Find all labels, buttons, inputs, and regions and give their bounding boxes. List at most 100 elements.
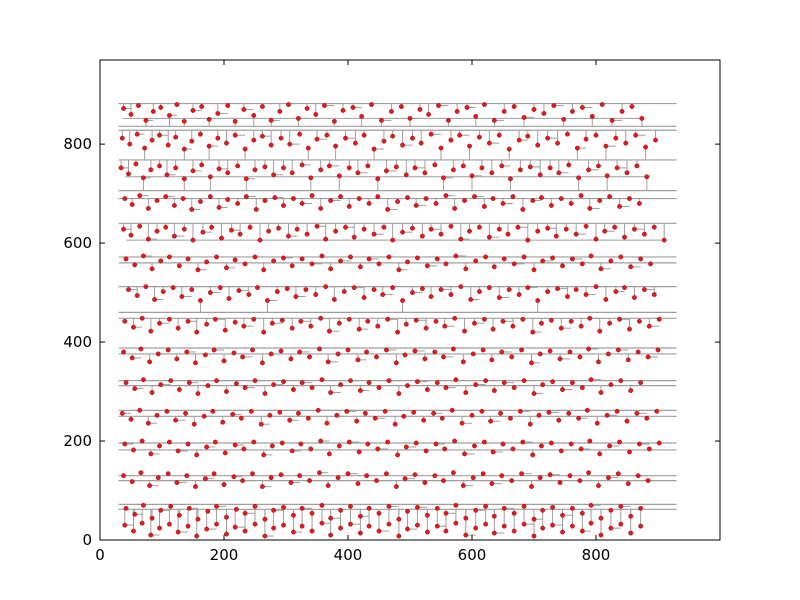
data-point [417,107,423,112]
data-point [501,380,507,386]
data-point [641,231,647,237]
data-point [401,413,407,419]
data-point [340,108,346,113]
data-point [184,473,190,479]
data-point [450,167,456,173]
data-point [527,421,533,427]
data-point [381,138,387,144]
data-point [510,323,516,329]
data-point [396,267,402,273]
data-point [570,505,575,511]
data-point [271,507,276,513]
data-point [222,327,228,333]
data-point [531,391,537,396]
data-point [255,285,260,291]
data-point [165,347,171,353]
data-point [434,505,440,511]
data-point [167,521,172,527]
data-point [617,204,622,209]
data-point [232,257,238,263]
data-point [438,231,444,237]
data-point [243,194,249,199]
data-point [557,480,563,485]
data-point [511,261,517,267]
data-point [375,176,381,182]
data-point [119,410,125,416]
data-point [326,328,332,334]
data-point [509,354,515,360]
data-point [583,292,589,297]
data-point [181,146,187,152]
data-point [139,520,145,526]
data-point [450,346,456,352]
data-point [232,132,238,138]
data-point [516,292,522,297]
data-point [531,267,537,273]
data-point [158,258,164,264]
data-point [137,223,143,229]
data-point [453,377,459,383]
data-point [122,318,128,324]
data-point [140,502,146,508]
y-axis-ticks: 0 200 400 600 800 [63,135,720,549]
data-point [338,194,343,199]
data-point [511,510,517,516]
data-point [346,316,352,322]
data-point [128,112,134,117]
data-point [570,256,575,262]
data-point [365,318,371,324]
data-point [319,253,325,259]
data-point [303,287,309,293]
data-point [304,231,310,237]
data-point [540,382,546,388]
data-point [376,385,382,390]
data-point [386,378,392,384]
data-point [241,107,247,112]
data-point [432,349,438,355]
data-point [453,502,459,508]
data-point [262,391,268,396]
data-point [242,261,248,267]
data-point [291,196,296,201]
data-point [365,163,371,169]
x-tick-label: 200 [210,546,239,564]
data-point [246,292,252,297]
data-point [233,506,239,512]
data-point [338,525,343,531]
data-point [198,298,203,303]
data-point [511,104,517,109]
data-point [140,377,146,383]
data-point [129,479,135,485]
data-point [331,118,337,124]
data-point [193,360,198,366]
data-point [400,229,405,235]
data-point [148,451,154,457]
data-point [553,233,559,239]
data-point [195,267,201,273]
data-point [645,478,651,484]
data-point [291,512,296,518]
data-point [489,357,495,363]
data-point [235,163,241,169]
data-point [317,470,322,476]
data-point [314,223,320,229]
data-point [644,415,650,421]
data-point [371,146,377,152]
data-point [297,349,303,355]
data-point [424,529,430,535]
data-point [470,475,476,481]
data-point [198,131,203,137]
data-point [473,258,479,264]
data-point [481,204,487,209]
data-point [210,408,216,414]
data-point [468,297,474,302]
data-point [547,165,553,171]
data-point [556,170,562,176]
data-point [598,515,604,521]
data-point [299,380,305,386]
data-point [356,326,362,332]
data-point [315,407,321,413]
data-point [618,254,624,260]
data-point [596,483,601,488]
data-point [121,106,126,111]
